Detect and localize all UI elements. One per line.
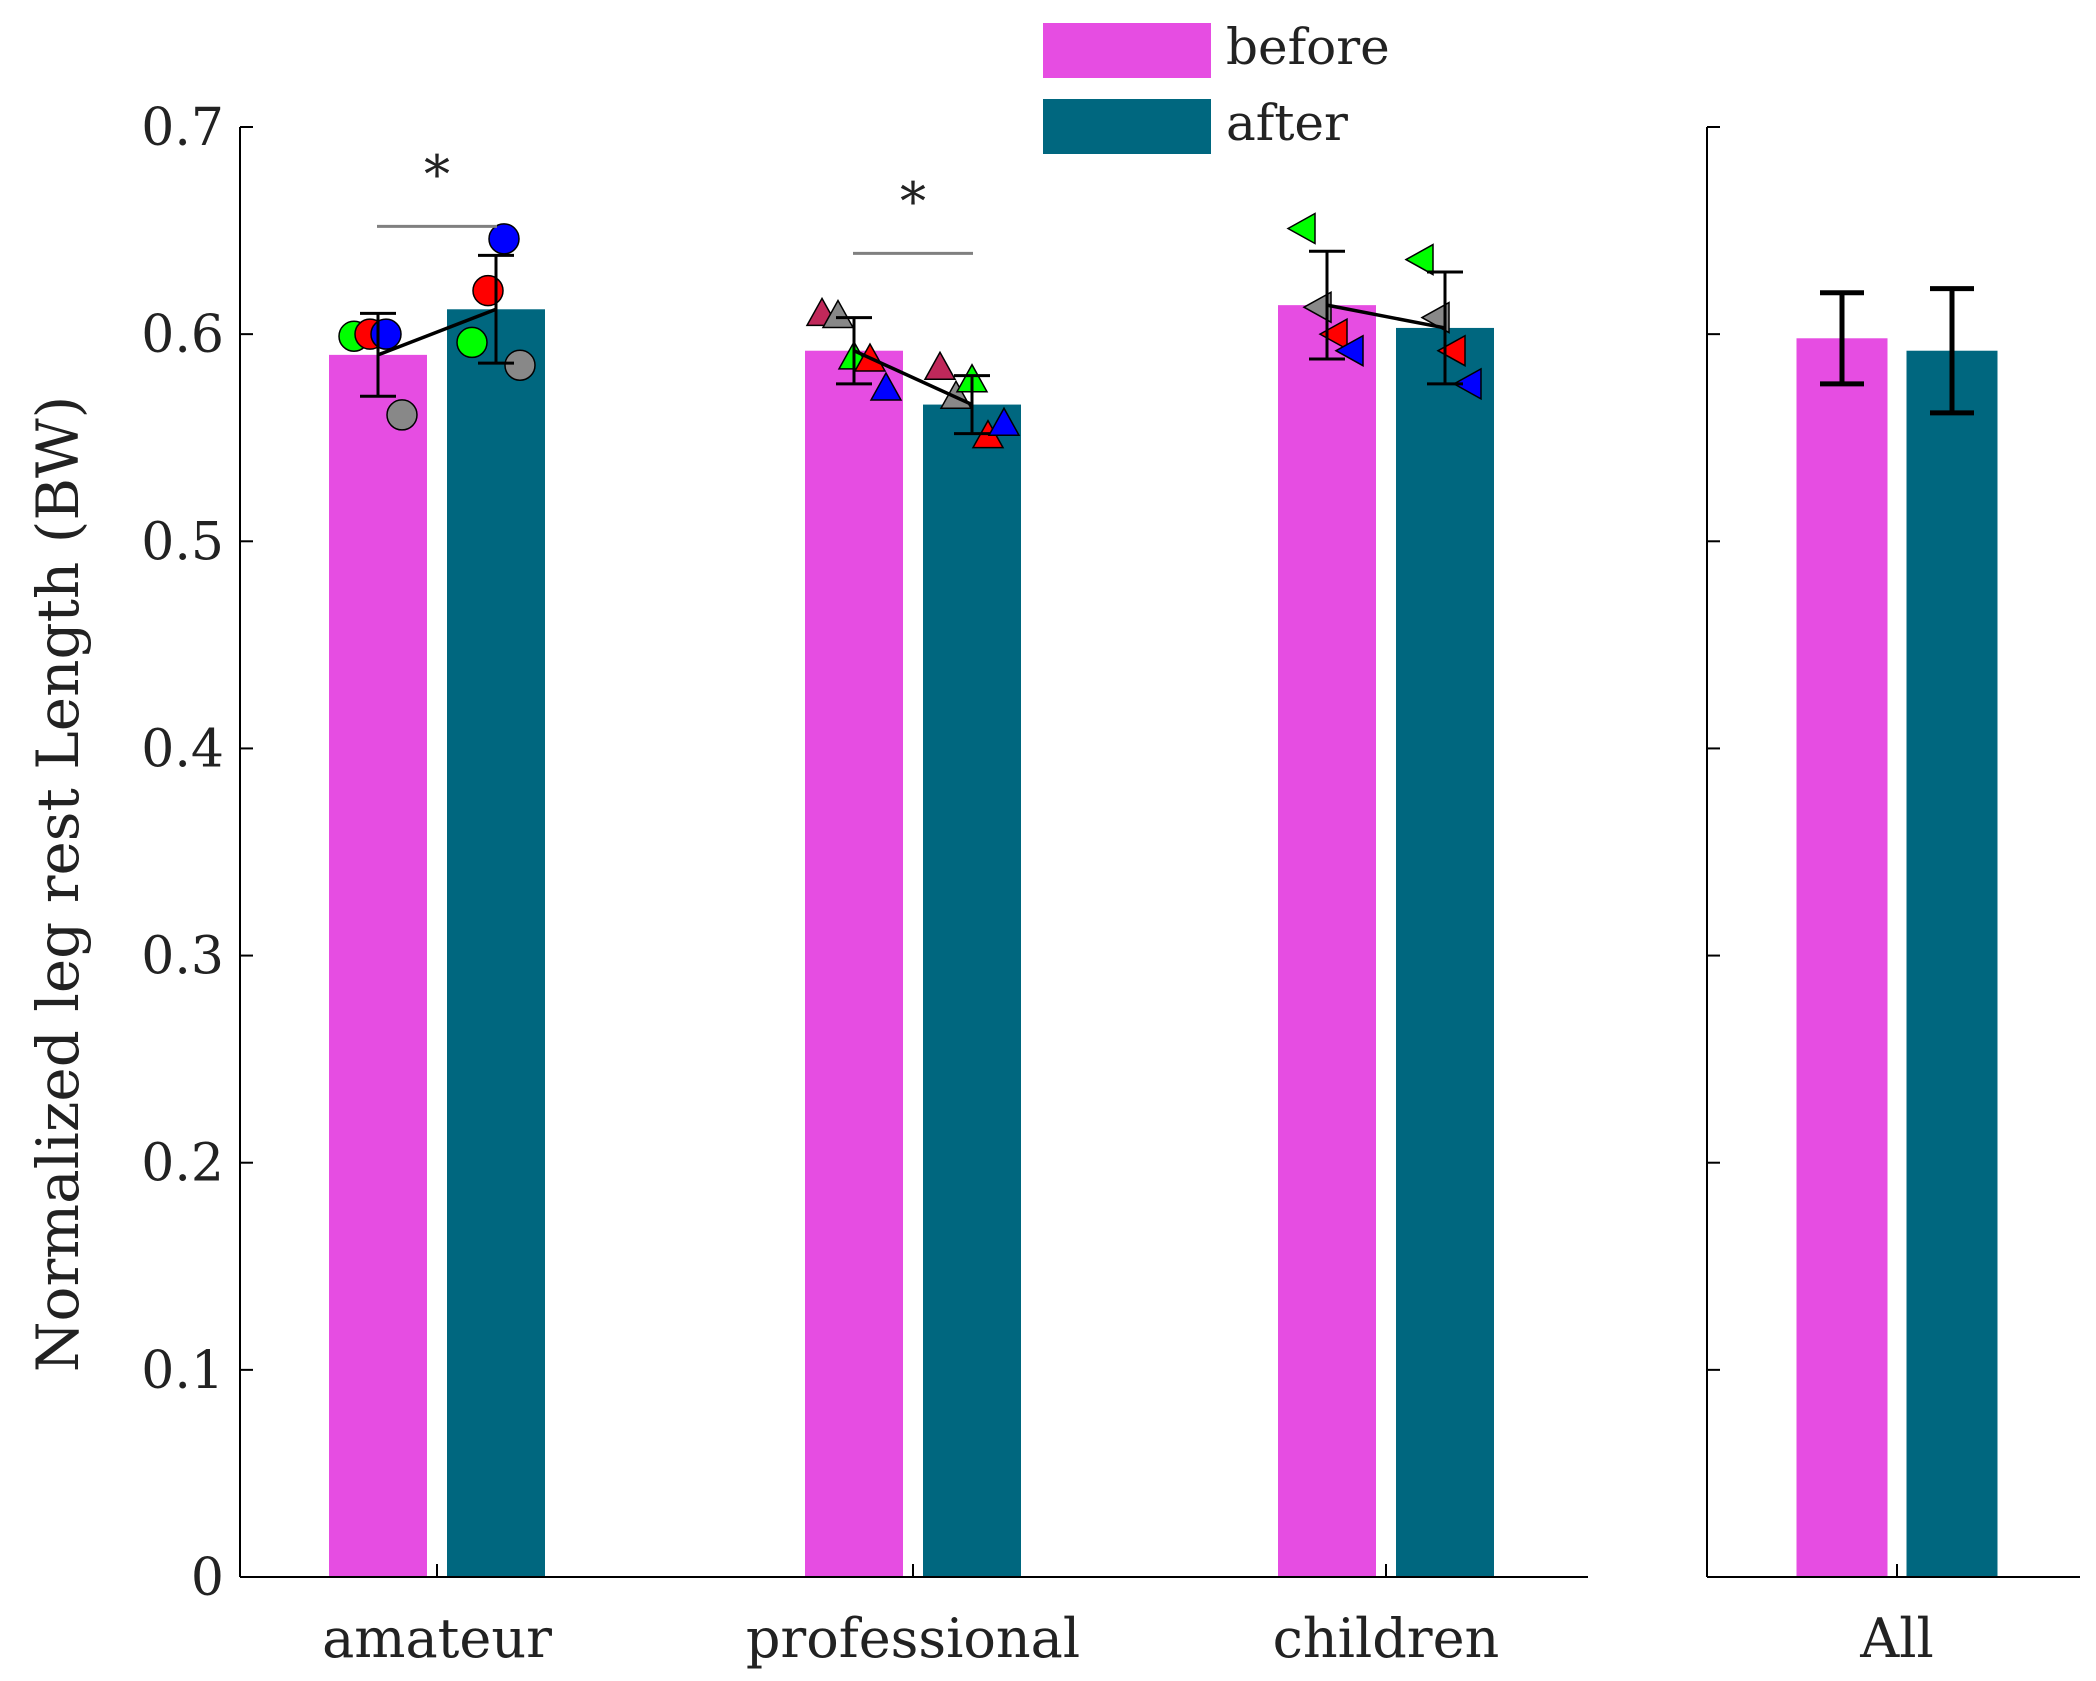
participant-marker-before bbox=[821, 298, 855, 329]
participant-marker-after bbox=[1404, 243, 1434, 276]
bars-layer bbox=[329, 305, 1998, 1578]
y-tick-label: 0.6 bbox=[141, 305, 224, 365]
y-tick-label: 0.3 bbox=[141, 927, 224, 987]
participant-marker-after bbox=[923, 350, 957, 381]
x-tick-label: professional bbox=[746, 1607, 1080, 1670]
participant-marker-after bbox=[456, 326, 488, 359]
participant-marker-after bbox=[488, 223, 520, 255]
participant-marker-before bbox=[370, 318, 402, 350]
participant-marker-after bbox=[472, 274, 504, 307]
participant-marker-after bbox=[1452, 367, 1482, 401]
error-bars-layer bbox=[360, 249, 1974, 436]
bar-after bbox=[1906, 350, 1998, 1577]
mean-connector-line bbox=[1326, 303, 1446, 330]
legend-swatch-before bbox=[1043, 23, 1211, 78]
bar-after bbox=[923, 404, 1021, 1578]
mean-connector-line bbox=[853, 349, 973, 407]
participant-marker-before bbox=[1318, 317, 1348, 351]
x-tick-label: All bbox=[1859, 1607, 1934, 1670]
bar-after bbox=[1396, 327, 1494, 1577]
y-tick-label: 0.1 bbox=[141, 1341, 224, 1401]
significance-layer: * * bbox=[377, 145, 973, 255]
legend-swatch-after bbox=[1043, 99, 1211, 154]
y-tick-label: 0.5 bbox=[141, 512, 224, 572]
y-tick-label: 0.2 bbox=[141, 1134, 224, 1194]
x-tick-label: children bbox=[1273, 1607, 1500, 1670]
bar-after bbox=[447, 309, 545, 1578]
bar-before bbox=[805, 350, 903, 1577]
y-axis-label: Normalized leg rest Length (BW) bbox=[24, 396, 92, 1372]
participant-marker-before bbox=[869, 371, 903, 401]
legend: before after bbox=[1043, 18, 1390, 154]
legend-label-after: after bbox=[1226, 94, 1348, 152]
x-tick-label: amateur bbox=[322, 1607, 552, 1670]
participant-marker-before bbox=[1286, 212, 1316, 245]
bar-before bbox=[1278, 305, 1376, 1578]
significance-star: * bbox=[900, 172, 926, 232]
participant-marker-after bbox=[504, 349, 536, 381]
bar-before bbox=[1796, 338, 1888, 1578]
participant-marker-after bbox=[1436, 334, 1466, 367]
y-tick-label: 0 bbox=[191, 1548, 224, 1608]
significance-star: * bbox=[424, 145, 450, 205]
participant-marker-after bbox=[987, 406, 1021, 436]
axes-layer: 0 0.1 0.2 0.3 0.4 0.5 0.6 0.7 amateur professiona… bbox=[141, 98, 2080, 1670]
y-tick-label: 0.4 bbox=[141, 719, 224, 779]
bar-before bbox=[329, 354, 427, 1577]
mean-connector-line bbox=[377, 307, 497, 357]
legend-label-before: before bbox=[1226, 18, 1390, 76]
participant-marker-before bbox=[386, 399, 418, 431]
y-tick-label: 0.7 bbox=[141, 98, 224, 158]
participant-marker-before bbox=[1334, 334, 1364, 367]
